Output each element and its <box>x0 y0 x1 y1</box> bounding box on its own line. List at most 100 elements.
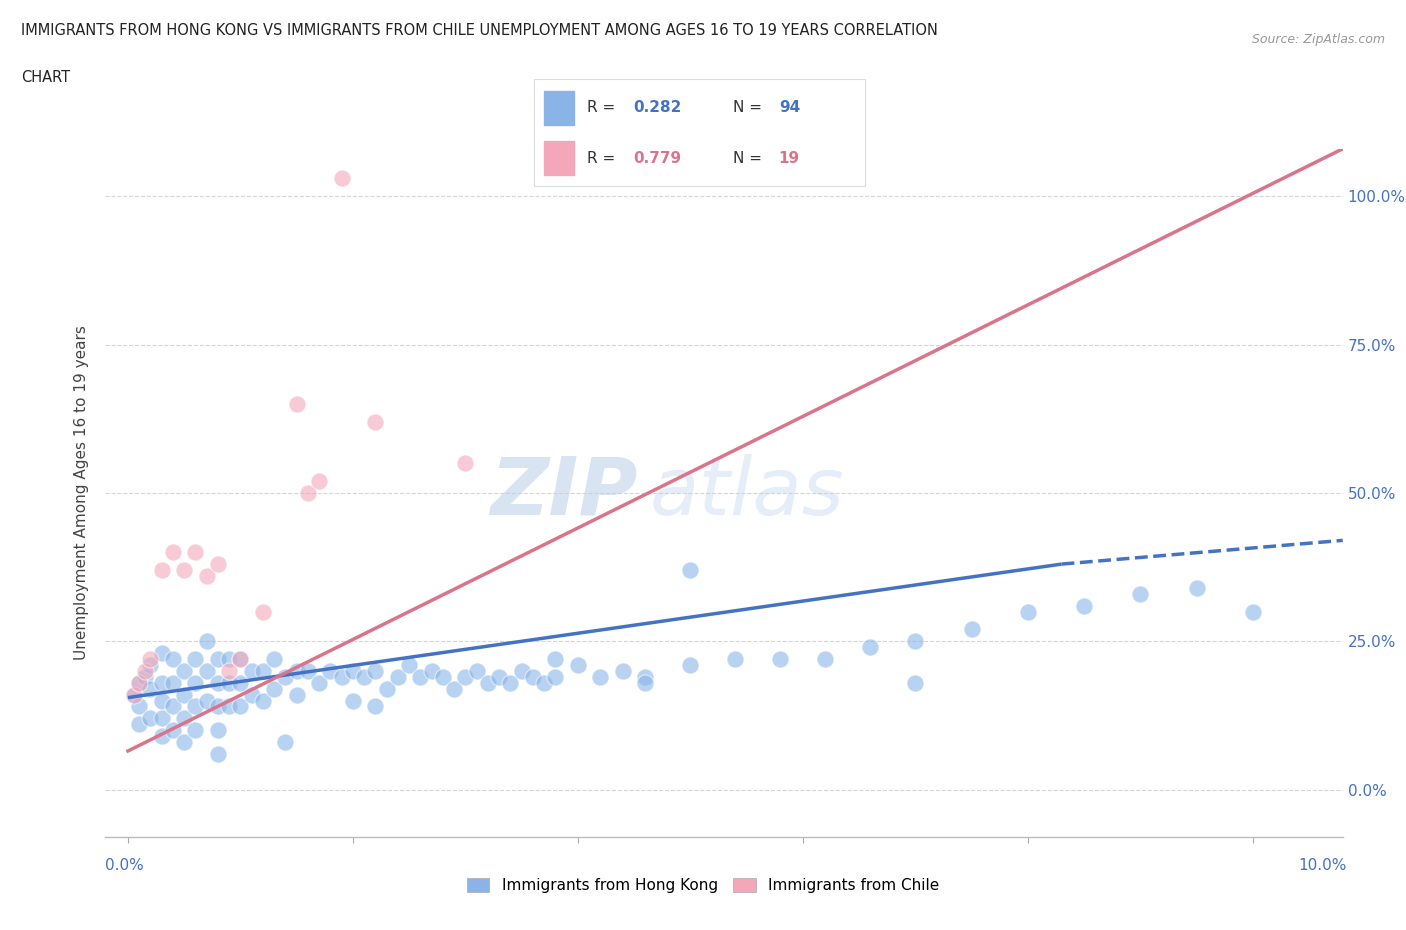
Point <box>207 675 229 690</box>
Point <box>499 675 522 690</box>
Point <box>150 675 173 690</box>
Point <box>122 687 145 702</box>
Point <box>409 670 432 684</box>
Point <box>308 675 330 690</box>
Point <box>218 663 240 678</box>
Point <box>207 557 229 572</box>
Point <box>510 663 533 678</box>
Point <box>612 663 634 678</box>
Point <box>387 670 409 684</box>
Point <box>150 563 173 578</box>
Text: R =: R = <box>588 100 620 115</box>
Bar <box>544 141 574 175</box>
Point <box>364 663 387 678</box>
Point <box>162 652 184 667</box>
Point <box>353 670 375 684</box>
Point <box>139 711 162 725</box>
Point <box>960 622 983 637</box>
Point <box>454 456 477 471</box>
Point <box>634 675 657 690</box>
Point <box>679 563 702 578</box>
Point <box>229 675 252 690</box>
Legend: Immigrants from Hong Kong, Immigrants from Chile: Immigrants from Hong Kong, Immigrants fr… <box>460 871 946 899</box>
Point <box>1129 586 1152 601</box>
Point <box>128 675 150 690</box>
Point <box>567 658 589 672</box>
Point <box>162 545 184 560</box>
Point <box>150 693 173 708</box>
Text: ZIP: ZIP <box>491 454 637 532</box>
Point <box>207 723 229 737</box>
Point <box>432 670 454 684</box>
Point <box>724 652 747 667</box>
Point <box>465 663 488 678</box>
Point <box>364 414 387 429</box>
Point <box>184 675 207 690</box>
Point <box>544 652 567 667</box>
Point <box>364 699 387 714</box>
Point <box>375 682 398 697</box>
Text: CHART: CHART <box>21 70 70 85</box>
Point <box>904 633 927 648</box>
Point <box>184 652 207 667</box>
Point <box>150 645 173 660</box>
Text: Source: ZipAtlas.com: Source: ZipAtlas.com <box>1251 33 1385 46</box>
Point <box>544 670 567 684</box>
Point <box>904 675 927 690</box>
Point <box>1241 604 1264 619</box>
Point <box>814 652 837 667</box>
Point <box>195 568 218 583</box>
Point <box>218 675 240 690</box>
Point <box>139 652 162 667</box>
Point <box>342 693 364 708</box>
Point <box>229 652 252 667</box>
Point <box>1017 604 1039 619</box>
Point <box>195 693 218 708</box>
Point <box>229 652 252 667</box>
Point <box>522 670 544 684</box>
Point <box>330 171 353 186</box>
Point <box>252 604 274 619</box>
Y-axis label: Unemployment Among Ages 16 to 19 years: Unemployment Among Ages 16 to 19 years <box>75 326 90 660</box>
Text: atlas: atlas <box>650 454 845 532</box>
Point <box>150 711 173 725</box>
Point <box>533 675 555 690</box>
Text: 10.0%: 10.0% <box>1299 857 1347 872</box>
Point <box>420 663 443 678</box>
Point <box>173 563 195 578</box>
Point <box>184 545 207 560</box>
Point <box>285 396 308 411</box>
Point <box>150 729 173 744</box>
Point <box>162 675 184 690</box>
Point <box>859 640 882 655</box>
Text: 0.0%: 0.0% <box>105 857 145 872</box>
Point <box>308 473 330 488</box>
Point <box>285 663 308 678</box>
Point <box>218 699 240 714</box>
Point <box>398 658 420 672</box>
Point <box>134 670 156 684</box>
Point <box>207 747 229 762</box>
Point <box>229 699 252 714</box>
Text: 94: 94 <box>779 100 800 115</box>
Point <box>634 670 657 684</box>
Point <box>263 652 285 667</box>
Text: R =: R = <box>588 151 620 166</box>
Point <box>252 663 274 678</box>
Point <box>454 670 477 684</box>
Point <box>319 663 342 678</box>
Bar <box>544 91 574 125</box>
Point <box>195 633 218 648</box>
Point <box>128 699 150 714</box>
Point <box>173 711 195 725</box>
Point <box>128 675 150 690</box>
Point <box>589 670 612 684</box>
Text: IMMIGRANTS FROM HONG KONG VS IMMIGRANTS FROM CHILE UNEMPLOYMENT AMONG AGES 16 TO: IMMIGRANTS FROM HONG KONG VS IMMIGRANTS … <box>21 23 938 38</box>
Point <box>297 485 319 500</box>
Point <box>769 652 792 667</box>
Text: 0.779: 0.779 <box>633 151 682 166</box>
Point <box>263 682 285 697</box>
Point <box>218 652 240 667</box>
Text: N =: N = <box>733 151 766 166</box>
Point <box>330 670 353 684</box>
